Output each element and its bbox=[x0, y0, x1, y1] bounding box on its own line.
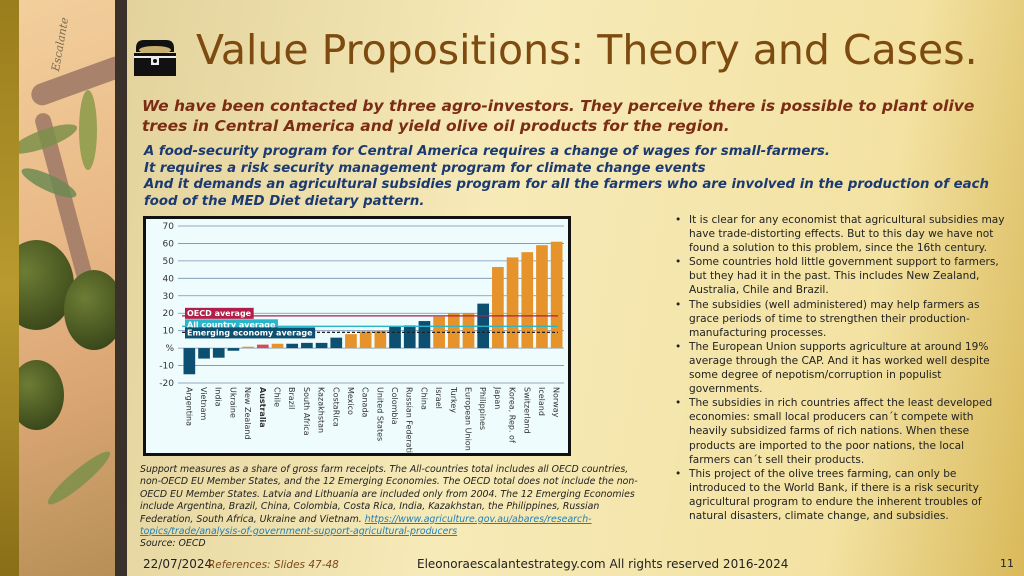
reference-line-label: OECD average bbox=[187, 309, 252, 318]
page-number: 11 bbox=[1000, 557, 1014, 570]
bar-india bbox=[212, 348, 225, 358]
x-tick-label: Japan bbox=[493, 386, 502, 409]
source-text: Source: OECD bbox=[140, 538, 206, 550]
bar-kazakhstan bbox=[315, 342, 328, 349]
bar-argentina bbox=[183, 348, 196, 375]
x-tick-label: Canada bbox=[361, 387, 370, 418]
bar-russian-federation bbox=[403, 325, 416, 349]
bullet-list: It is clear for any economist that agric… bbox=[675, 213, 1005, 523]
bullet-item: The European Union supports agriculture … bbox=[675, 340, 1005, 396]
x-tick-label: Australia bbox=[258, 387, 267, 428]
left-gold-strip bbox=[0, 0, 19, 576]
reference-line-label: Emerging economy average bbox=[187, 328, 313, 337]
bullet-item: The subsidies in rich countries affect t… bbox=[675, 396, 1005, 466]
x-tick-label: European Union bbox=[464, 387, 473, 451]
footer-copyright: Eleonoraescalantestrategy.com All rights… bbox=[417, 557, 789, 571]
slide-date: 22/07/2024 bbox=[143, 557, 213, 571]
bar-australia bbox=[256, 344, 269, 349]
source-link[interactable]: https://www.agriculture.gov.au/abares/re… bbox=[140, 513, 592, 538]
x-tick-label: Argentina bbox=[184, 387, 193, 426]
reference-line-label: All country average bbox=[187, 320, 276, 329]
x-tick-label: Colombia bbox=[390, 387, 399, 425]
intro-text: We have been contacted by three agro-inv… bbox=[142, 97, 975, 135]
bar-canada bbox=[359, 331, 372, 349]
program-requirements: A food-security program for Central Amer… bbox=[144, 144, 1024, 210]
page-title: Value Propositions: Theory and Cases. bbox=[196, 26, 978, 74]
bar-turkey bbox=[447, 313, 460, 349]
x-tick-label: Chile bbox=[273, 387, 282, 407]
reference-label-bg bbox=[185, 327, 316, 339]
bar-iceland bbox=[536, 245, 548, 349]
y-tick-label: 50 bbox=[163, 257, 175, 267]
y-tick-label: 10 bbox=[163, 327, 175, 337]
divider-bar bbox=[115, 0, 127, 576]
bar-switzerland bbox=[521, 252, 534, 349]
subsidies-chart: 70 60 50 40 30 20 10% -10 -20 Argentina Vietnam Ind… bbox=[143, 216, 571, 463]
bar-china bbox=[418, 321, 431, 349]
artist-signature: Escalante bbox=[49, 16, 72, 73]
bar-european-union bbox=[462, 313, 475, 349]
program-line: And it demands an agricultural subsidies… bbox=[144, 177, 989, 209]
x-tick-label: United States bbox=[375, 387, 384, 441]
x-tick-label: Mexico bbox=[346, 387, 355, 415]
reference-label-bg bbox=[185, 319, 278, 331]
x-tick-label: Vietnam bbox=[199, 387, 208, 421]
y-tick-label: -10 bbox=[159, 362, 174, 372]
x-tick-label: Philippines bbox=[478, 387, 487, 430]
x-tick-label: Kazakhstan bbox=[317, 387, 326, 433]
y-tick-label: % bbox=[165, 344, 174, 354]
y-tick-label: -20 bbox=[159, 379, 174, 389]
x-tick-label: Korea, Rep. of bbox=[508, 387, 517, 443]
reference-label-bg bbox=[185, 307, 254, 319]
olive-branch-painting: Escalante bbox=[19, 0, 115, 576]
bullet-item: The subsidies (well administered) may he… bbox=[675, 298, 1005, 340]
x-tick-label: Norway bbox=[552, 387, 561, 418]
treasure-chest-icon bbox=[134, 40, 176, 76]
y-tick-label: 30 bbox=[163, 292, 175, 302]
bar-ukraine bbox=[227, 348, 240, 351]
bar-south-africa bbox=[301, 342, 313, 349]
caption-text: Support measures as a share of gross far… bbox=[140, 464, 638, 525]
y-tick-label: 40 bbox=[163, 274, 175, 284]
bar-chile bbox=[271, 343, 284, 349]
chart-caption: Support measures as a share of gross far… bbox=[140, 464, 650, 551]
bar-new-zealand bbox=[242, 346, 254, 349]
program-line: A food-security program for Central Amer… bbox=[144, 144, 830, 159]
x-tick-label: Switzerland bbox=[522, 387, 531, 434]
y-tick-label: 70 bbox=[163, 222, 175, 232]
bullet-item: This project of the olive trees farming,… bbox=[675, 467, 1005, 523]
bar-brazil bbox=[286, 343, 299, 349]
program-line: It requires a risk security management p… bbox=[144, 160, 706, 176]
x-tick-label: China bbox=[419, 387, 428, 410]
bar-colombia bbox=[389, 326, 401, 349]
x-tick-label: Ukraine bbox=[228, 387, 237, 418]
x-tick-label: CostaRica bbox=[331, 387, 340, 427]
x-tick-label: Brazil bbox=[287, 387, 296, 409]
y-tick-label: 60 bbox=[163, 239, 175, 249]
x-tick-label: New Zealand bbox=[243, 387, 252, 440]
x-tick-label: Israel bbox=[434, 387, 443, 409]
bar-mexico bbox=[345, 334, 357, 349]
x-tick-label: India bbox=[214, 387, 223, 407]
bar-korea-rep-of bbox=[506, 257, 519, 349]
x-tick-label: Iceland bbox=[537, 387, 546, 416]
bullet-item: It is clear for any economist that agric… bbox=[675, 213, 1005, 255]
x-tick-label: South Africa bbox=[302, 387, 311, 436]
bar-costarica bbox=[330, 337, 343, 349]
chart-svg: 70 60 50 40 30 20 10% -10 -20 Argentina Vietnam Ind… bbox=[159, 222, 564, 463]
bullet-item: Some countries hold little government su… bbox=[675, 255, 1005, 297]
bar-vietnam bbox=[198, 348, 210, 359]
x-tick-label: Turkey bbox=[449, 386, 458, 413]
y-tick-label: 20 bbox=[163, 309, 175, 319]
bar-united-states bbox=[374, 330, 387, 349]
x-tick-label: Russian Federation bbox=[405, 387, 414, 453]
bar-japan bbox=[492, 266, 504, 349]
bar-norway bbox=[550, 241, 563, 349]
references: References: Slides 47-48 bbox=[208, 559, 339, 571]
